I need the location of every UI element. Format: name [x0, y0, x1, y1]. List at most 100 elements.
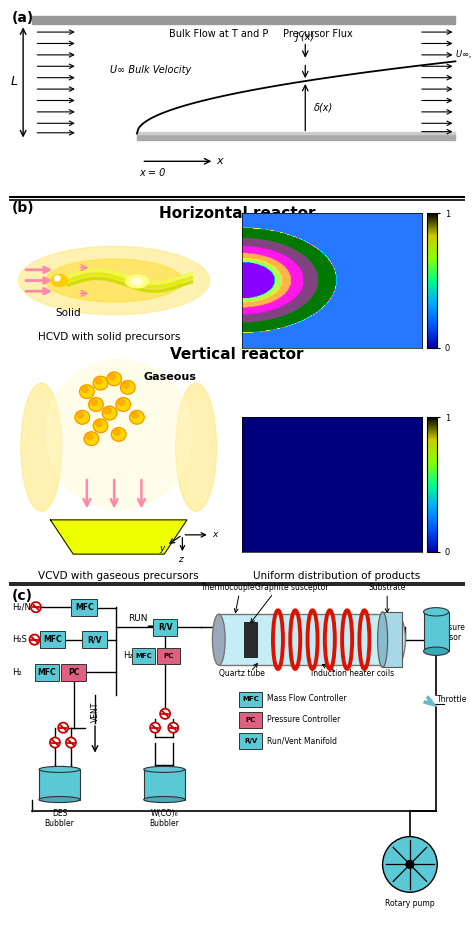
Circle shape	[58, 723, 68, 732]
Text: VCVD with gaseous precursors: VCVD with gaseous precursors	[38, 571, 199, 581]
Text: Substrate: Substrate	[368, 583, 406, 592]
Text: Bulk Flow at T and P: Bulk Flow at T and P	[169, 29, 268, 39]
Text: MFC: MFC	[75, 603, 93, 612]
Text: Run/Vent Manifold: Run/Vent Manifold	[266, 736, 337, 745]
Ellipse shape	[126, 275, 148, 287]
Text: Graphite susceptor: Graphite susceptor	[255, 583, 328, 592]
Bar	[239, 692, 262, 706]
Circle shape	[129, 411, 144, 425]
Ellipse shape	[21, 383, 62, 512]
Ellipse shape	[39, 796, 80, 803]
Circle shape	[111, 427, 126, 441]
Circle shape	[29, 634, 39, 645]
Bar	[71, 599, 97, 616]
Ellipse shape	[46, 360, 191, 509]
Text: δ(x): δ(x)	[314, 102, 334, 112]
Text: R/V: R/V	[158, 623, 173, 632]
Text: y: y	[160, 544, 165, 553]
Text: Vertical reactor: Vertical reactor	[170, 347, 304, 362]
Text: Horizontal reactor: Horizontal reactor	[159, 206, 315, 221]
Circle shape	[105, 408, 111, 413]
Bar	[383, 612, 402, 667]
Text: (b): (b)	[12, 201, 35, 215]
Circle shape	[109, 374, 116, 380]
Text: RUN: RUN	[128, 615, 147, 623]
Text: PC: PC	[68, 667, 79, 677]
Ellipse shape	[144, 767, 185, 772]
Bar	[244, 622, 256, 657]
Ellipse shape	[175, 383, 217, 512]
Text: H₂: H₂	[12, 667, 21, 677]
Text: Quartz tube: Quartz tube	[219, 668, 264, 678]
Text: z: z	[178, 555, 182, 565]
Text: (c): (c)	[12, 589, 33, 603]
Ellipse shape	[378, 612, 388, 667]
Circle shape	[405, 860, 414, 870]
Bar	[157, 648, 180, 664]
Circle shape	[95, 378, 102, 384]
Text: PC: PC	[246, 717, 256, 723]
Circle shape	[77, 413, 83, 418]
Text: Solid: Solid	[56, 309, 82, 318]
Text: U∞ Bulk Velocity: U∞ Bulk Velocity	[109, 65, 191, 75]
Text: Pressure
Sensor: Pressure Sensor	[432, 623, 465, 642]
Text: Induction heater coils: Induction heater coils	[311, 668, 394, 678]
Text: Mass Flow Controller: Mass Flow Controller	[266, 694, 346, 704]
Bar	[424, 612, 448, 651]
Ellipse shape	[52, 274, 67, 286]
Bar	[40, 631, 65, 649]
Circle shape	[50, 738, 60, 747]
Ellipse shape	[424, 647, 448, 655]
Circle shape	[93, 376, 108, 390]
Circle shape	[84, 432, 99, 446]
Bar	[39, 769, 80, 799]
Text: HCVD with solid precursors: HCVD with solid precursors	[38, 332, 181, 342]
Circle shape	[75, 411, 90, 425]
Text: MFC: MFC	[44, 635, 62, 644]
Circle shape	[118, 400, 125, 405]
Circle shape	[107, 372, 121, 386]
Circle shape	[132, 413, 138, 418]
Circle shape	[383, 836, 437, 892]
Ellipse shape	[144, 796, 185, 803]
Circle shape	[95, 421, 102, 426]
Text: Throttle: Throttle	[437, 695, 467, 705]
Circle shape	[82, 387, 88, 392]
Ellipse shape	[18, 247, 210, 315]
Bar	[35, 664, 59, 680]
Ellipse shape	[212, 615, 225, 666]
Bar	[82, 631, 107, 649]
Text: MFC: MFC	[136, 654, 152, 659]
Text: L: L	[10, 75, 18, 88]
Circle shape	[91, 400, 97, 405]
Text: J (x): J (x)	[296, 32, 315, 42]
Circle shape	[120, 381, 135, 394]
Bar	[153, 619, 177, 636]
Text: H₂/N₂: H₂/N₂	[12, 603, 34, 612]
Text: R/V: R/V	[87, 635, 102, 644]
Circle shape	[116, 398, 130, 412]
Text: Rotary pump: Rotary pump	[385, 899, 435, 908]
Bar	[219, 614, 396, 666]
Circle shape	[31, 603, 41, 612]
Text: W(CO)₆
Bubbler: W(CO)₆ Bubbler	[149, 808, 179, 828]
Bar	[32, 16, 456, 24]
Text: x: x	[217, 157, 223, 166]
Text: Uniform distribution of products: Uniform distribution of products	[254, 571, 421, 581]
Text: MFC: MFC	[242, 696, 259, 702]
Circle shape	[80, 385, 94, 399]
Text: Gradient distribution of products: Gradient distribution of products	[252, 332, 423, 342]
Text: (a): (a)	[12, 11, 34, 25]
Text: H₂: H₂	[123, 652, 133, 660]
Text: Gaseous: Gaseous	[144, 372, 197, 382]
Bar	[132, 648, 155, 664]
Ellipse shape	[387, 615, 405, 666]
Circle shape	[168, 723, 178, 732]
Text: Pressure Controller: Pressure Controller	[266, 716, 340, 724]
Bar	[137, 133, 456, 140]
Bar	[137, 132, 456, 133]
Circle shape	[123, 382, 129, 388]
Ellipse shape	[46, 260, 182, 302]
Text: MFC: MFC	[37, 667, 56, 677]
FancyArrow shape	[424, 696, 436, 706]
